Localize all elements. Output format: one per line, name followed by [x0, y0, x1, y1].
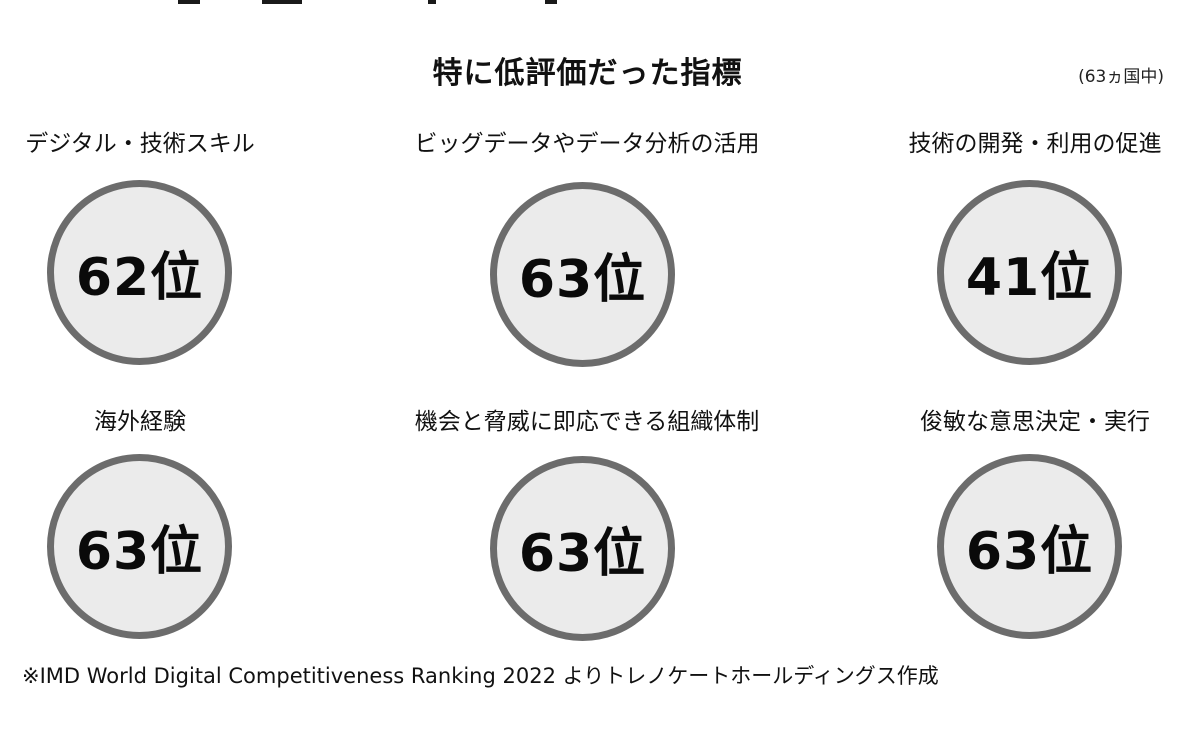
rank-value: 62位 — [75, 248, 204, 308]
rank-value: 63位 — [75, 522, 204, 582]
cropped-top-text — [0, 0, 1200, 6]
metric-decision-making: 俊敏な意思決定・実行 63位 — [855, 402, 1200, 639]
rank-value: 41位 — [965, 248, 1094, 308]
rank-value: 63位 — [518, 524, 647, 584]
rank-circle: 62位 — [47, 180, 232, 365]
rank-circle: 63位 — [937, 454, 1122, 639]
rank-circle: 63位 — [47, 454, 232, 639]
source-note: ※IMD World Digital Competitiveness Ranki… — [22, 664, 939, 688]
metric-agile-organization: 機会と脅威に即応できる組織体制 63位 — [407, 402, 767, 641]
rank-value: 63位 — [518, 250, 647, 310]
rank-circle: 41位 — [937, 180, 1122, 365]
metric-label: 機会と脅威に即応できる組織体制 — [414, 409, 760, 435]
metric-overseas-experience: 海外経験 63位 — [0, 402, 320, 639]
metric-label: 俊敏な意思決定・実行 — [920, 409, 1150, 435]
metric-label: ビッグデータやデータ分析の活用 — [414, 131, 760, 157]
metric-digital-skills: デジタル・技術スキル 62位 — [0, 124, 320, 365]
metric-label: デジタル・技術スキル — [25, 131, 255, 157]
rank-value: 63位 — [965, 522, 1094, 582]
country-count-note: (63ヵ国中) — [1078, 67, 1164, 87]
metric-big-data: ビッグデータやデータ分析の活用 63位 — [407, 124, 767, 367]
metric-tech-development: 技術の開発・利用の促進 41位 — [855, 124, 1200, 365]
rank-circle: 63位 — [490, 456, 675, 641]
rank-circle: 63位 — [490, 182, 675, 367]
metric-label: 海外経験 — [94, 409, 186, 435]
metric-label: 技術の開発・利用の促進 — [908, 131, 1162, 157]
page-title: 特に低評価だった指標 — [432, 56, 743, 91]
